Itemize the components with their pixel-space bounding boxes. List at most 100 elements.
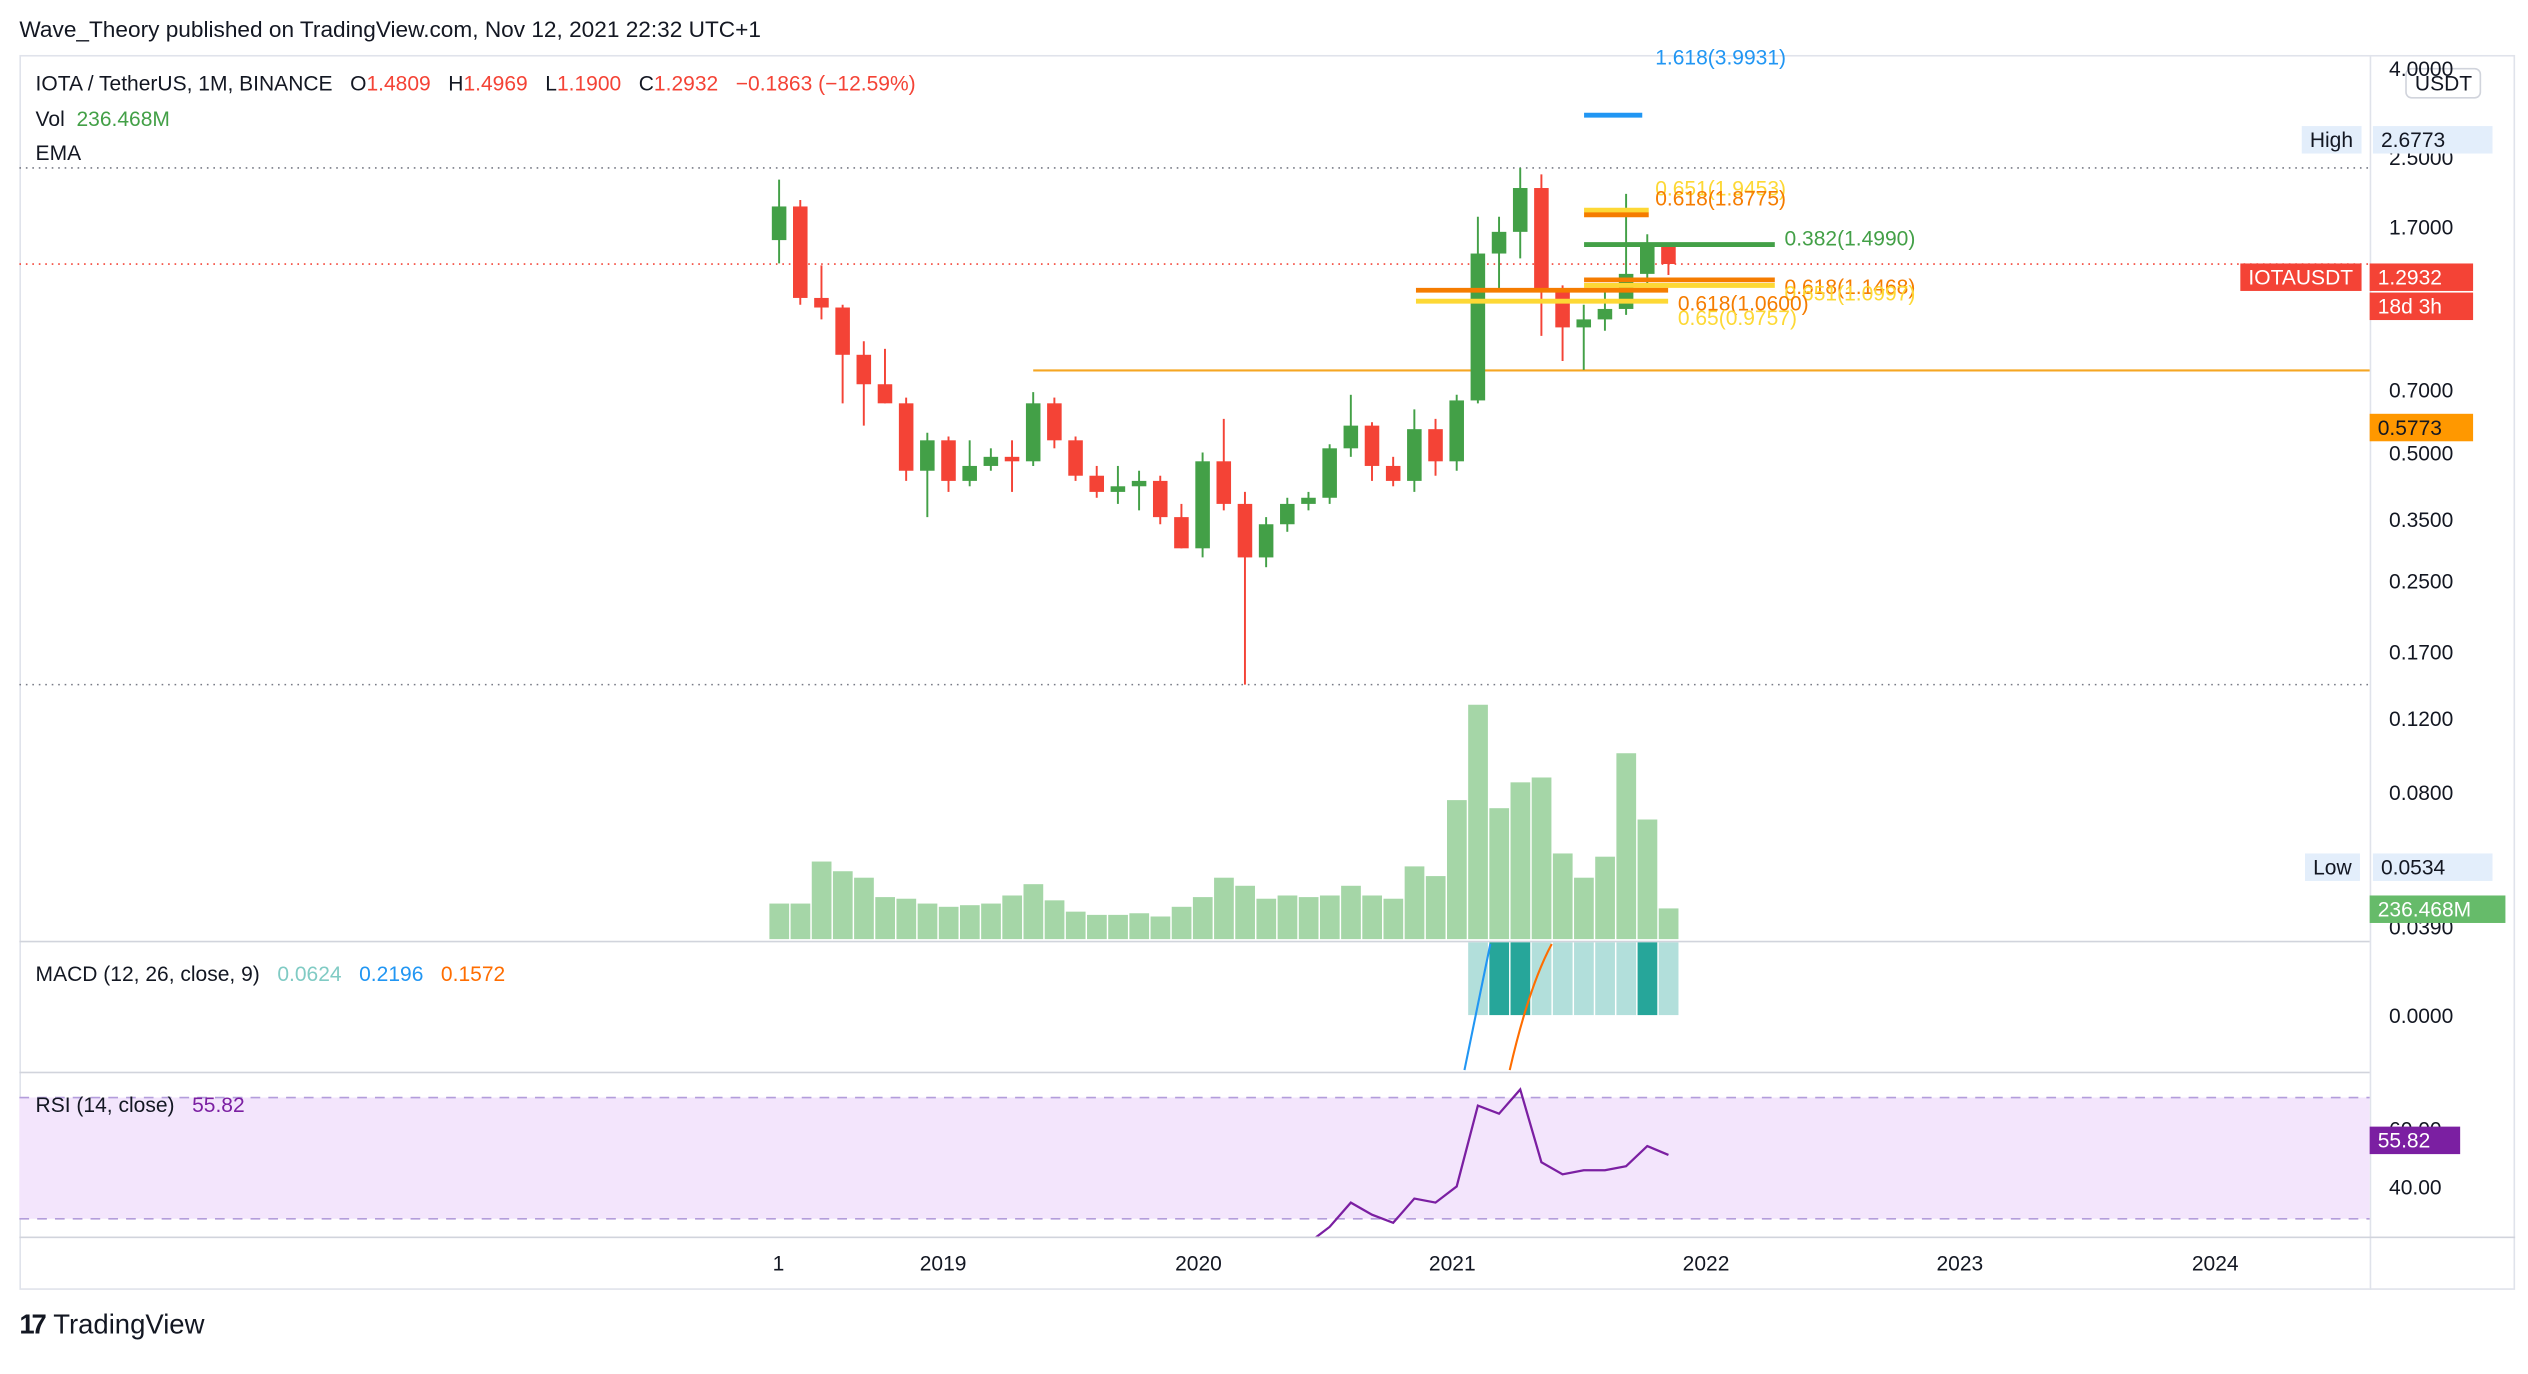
macd-hist-bar bbox=[1595, 942, 1615, 1016]
macd-line bbox=[1463, 943, 1492, 1071]
volume-bar bbox=[1362, 895, 1383, 940]
level-price-tag: 0.5773 bbox=[2369, 413, 2474, 442]
volume-bar bbox=[1319, 895, 1340, 940]
reference-lines bbox=[19, 167, 2370, 686]
fib-label-0651-top: 0.651(1.9453) bbox=[1655, 176, 1787, 201]
fib-label-0651-mid: 0.651(1.0997) bbox=[1784, 281, 1916, 306]
time-tick: 2022 bbox=[1682, 1251, 1730, 1276]
candle-body bbox=[1364, 425, 1380, 466]
volume-bar bbox=[959, 905, 980, 940]
volume-bar bbox=[1552, 853, 1573, 940]
countdown-tag: 18d 3h bbox=[2369, 292, 2474, 321]
volume-bar bbox=[1150, 916, 1171, 940]
volume-bar bbox=[1404, 866, 1425, 940]
candle-body bbox=[1152, 480, 1168, 518]
price-tick: 0.0800 bbox=[2389, 780, 2454, 805]
volume-bar bbox=[981, 903, 1001, 940]
candle-body bbox=[1174, 517, 1189, 549]
candle-body bbox=[1555, 291, 1570, 328]
macd-hist-bar bbox=[1489, 942, 1510, 1016]
volume-bar bbox=[1214, 877, 1234, 940]
rsi-band bbox=[19, 1096, 2370, 1220]
volume-bar bbox=[1531, 777, 1552, 940]
candle-body bbox=[1576, 319, 1592, 328]
candle-body bbox=[1661, 246, 1676, 265]
candle-body bbox=[1216, 461, 1232, 504]
volume-bar bbox=[832, 871, 853, 940]
volume-bar bbox=[1468, 704, 1488, 940]
candle-body bbox=[941, 440, 956, 481]
volume-bar bbox=[1087, 914, 1107, 940]
macd-line-value: 0.2196 bbox=[359, 961, 424, 987]
macd-axis-zero: 0.0000 bbox=[2389, 1003, 2454, 1029]
candle-body bbox=[1407, 429, 1422, 481]
macd-plot bbox=[1463, 942, 1679, 1071]
volume-bar bbox=[1658, 908, 1679, 940]
macd-hist-bar bbox=[1468, 942, 1488, 1016]
rsi-line bbox=[1315, 1087, 1669, 1237]
candle-body bbox=[835, 307, 850, 355]
candle-body bbox=[1470, 253, 1486, 401]
candle-body bbox=[1534, 188, 1549, 292]
macd-signal-value: 0.1572 bbox=[440, 961, 506, 987]
legend-low-label: L bbox=[545, 71, 557, 96]
time-tick: 1 bbox=[772, 1251, 785, 1276]
legend-close-value: 1.2932 bbox=[653, 71, 719, 96]
price-tick: 0.5000 bbox=[2389, 441, 2454, 466]
price-tick: 0.1200 bbox=[2389, 706, 2454, 731]
volume-bar bbox=[1192, 897, 1213, 940]
legend-volume: Vol 236.468M bbox=[36, 107, 170, 131]
candle-body bbox=[1428, 429, 1443, 462]
volume-bar bbox=[1002, 895, 1023, 940]
volume-bar bbox=[769, 903, 790, 940]
rsi-band-fill bbox=[19, 1097, 2370, 1219]
fib-label-065-low: 0.65(0.9757) bbox=[1677, 305, 1798, 330]
candle-body bbox=[1449, 400, 1464, 462]
time-tick: 2023 bbox=[1936, 1251, 1984, 1276]
macd-hist-bar bbox=[1510, 942, 1531, 1016]
fib-label-1618: 1.618(3.9931) bbox=[1655, 45, 1787, 70]
pane-divider-rsi bbox=[19, 1071, 2370, 1074]
candle-body bbox=[793, 206, 808, 298]
candle-body bbox=[1195, 461, 1210, 549]
time-tick: 2019 bbox=[919, 1251, 967, 1276]
volume-bar bbox=[790, 903, 811, 940]
time-axis-separator bbox=[19, 1236, 2516, 1239]
volume-bar bbox=[1489, 808, 1510, 940]
candle-body bbox=[962, 465, 977, 481]
rsi-value-tag: 55.82 bbox=[2369, 1126, 2461, 1155]
volume-bars bbox=[769, 704, 1679, 940]
fib-label-0618-low: 0.618(1.0600) bbox=[1677, 290, 1809, 316]
volume-bar bbox=[854, 877, 874, 940]
legend-high-label: H bbox=[448, 71, 464, 96]
brand[interactable]: 17 TradingView bbox=[19, 1309, 204, 1341]
volume-bar bbox=[1510, 782, 1531, 940]
candle-body bbox=[1110, 486, 1126, 492]
tradingview-logo-icon: 17 bbox=[19, 1309, 46, 1340]
volume-bar bbox=[1298, 897, 1319, 940]
price-tick: 0.1700 bbox=[2389, 640, 2454, 665]
volume-bar bbox=[917, 903, 938, 940]
volume-tag: 236.468M bbox=[2369, 895, 2506, 923]
fib-label-0382: 0.382(1.4990) bbox=[1784, 226, 1916, 251]
legend-open-value: 1.4809 bbox=[366, 71, 431, 96]
candle-body bbox=[1258, 524, 1274, 558]
currency-button[interactable]: USDT bbox=[2405, 67, 2482, 99]
volume-bar bbox=[1595, 856, 1615, 940]
candle-body bbox=[1343, 425, 1359, 449]
volume-bar bbox=[1108, 914, 1128, 940]
macd-hist-bar bbox=[1637, 942, 1658, 1016]
price-tick: 0.3500 bbox=[2389, 507, 2454, 532]
candle-body bbox=[1322, 448, 1337, 498]
candle-body bbox=[877, 384, 893, 404]
rsi-label: RSI (14, close) bbox=[35, 1092, 175, 1117]
fib-levels bbox=[1415, 112, 1775, 304]
price-axis-separator bbox=[2369, 54, 2372, 1290]
legend-high-value: 1.4969 bbox=[463, 71, 528, 96]
legend-symbol: IOTA / TetherUS, 1M, BINANCE bbox=[35, 71, 333, 96]
macd-label: MACD (12, 26, close, 9) bbox=[35, 961, 260, 987]
low-label: Low bbox=[2304, 853, 2360, 881]
candle-body bbox=[1004, 456, 1020, 462]
candle-body bbox=[814, 297, 829, 308]
